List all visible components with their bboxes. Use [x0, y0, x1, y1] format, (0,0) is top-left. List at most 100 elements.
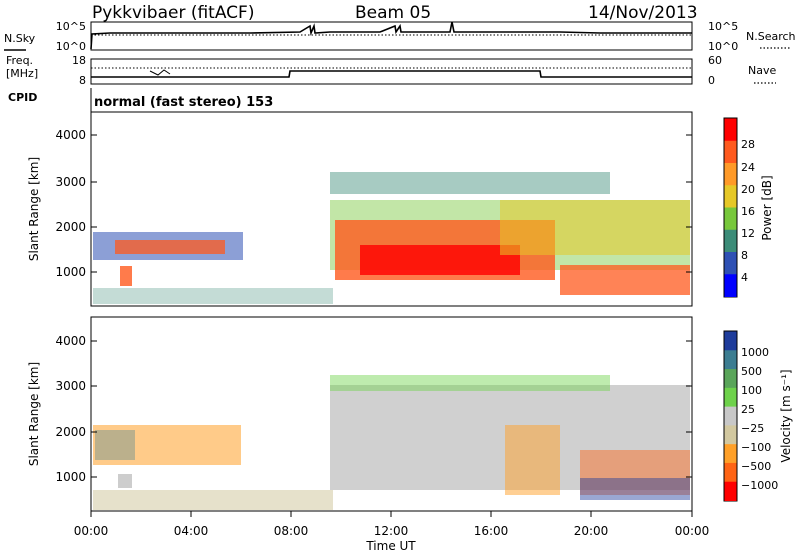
power-y-tick-label: 4000 — [55, 128, 86, 142]
velocity-colorbar-tick: −1000 — [741, 479, 778, 492]
cpid-label: CPID — [8, 91, 37, 104]
noise-tick-right-bottom: 10^0 — [708, 40, 738, 53]
freq-label-line2: [MHz] — [6, 67, 38, 80]
velocity-y-tick-label: 1000 — [55, 470, 86, 484]
noise-sky-label: N.Sky — [4, 32, 36, 45]
velocity-colorbar-tick: −100 — [741, 441, 771, 454]
power-colorbar-tick: 20 — [741, 183, 755, 196]
power-plot-frame — [90, 111, 693, 307]
colorbar-swatch — [724, 185, 737, 208]
velocity-patch — [118, 474, 132, 488]
velocity-colorbar-swatches — [724, 331, 737, 501]
colorbar-swatch — [724, 118, 737, 142]
power-colorbar-label: Power [dB] — [760, 175, 774, 240]
noise-tick-right-top: 10^5 — [708, 20, 738, 33]
noise-panel-frame — [90, 21, 693, 51]
velocity-patch — [93, 490, 333, 510]
colorbar-swatch — [724, 229, 737, 253]
power-colorbar-tick: 16 — [741, 205, 755, 218]
velocity-patch — [330, 375, 610, 391]
velocity-colorbar-tick: 500 — [741, 365, 762, 378]
noise-search-label: N.Search — [746, 30, 796, 43]
power-y-tick-label: 1000 — [55, 265, 86, 279]
colorbar-swatch — [724, 481, 737, 501]
freq-trace — [91, 70, 692, 78]
velocity-colorbar-tick: 25 — [741, 403, 755, 416]
power-y-axis: 4000 3000 2000 1000 Slant Range [km] — [27, 128, 692, 279]
beam-title: Beam 05 — [355, 3, 431, 23]
freq-tick-left-top: 18 — [72, 54, 86, 67]
power-patch — [330, 172, 610, 194]
power-colorbar-tick: 24 — [741, 161, 755, 174]
freq-tick-left-bottom: 8 — [79, 74, 86, 87]
x-tick-label: 00:00 — [74, 524, 109, 538]
power-patch — [120, 266, 132, 286]
x-tick-label: 12:00 — [374, 524, 409, 538]
nave-label: Nave — [748, 64, 776, 77]
power-y-axis-label: Slant Range [km] — [27, 157, 41, 261]
time-axis: 00:00 04:00 08:00 12:00 16:00 20:00 00:0… — [74, 511, 710, 553]
cpid-value: normal (fast stereo) 153 — [94, 95, 273, 110]
noise-panel: N.Sky 10^5 10^0 10^5 10^0 N.Search — [4, 20, 796, 53]
velocity-colorbar-label: Velocity [m s⁻¹] — [779, 369, 793, 462]
colorbar-swatch — [724, 387, 737, 408]
colorbar-swatch — [724, 163, 737, 186]
colorbar-swatch — [724, 207, 737, 231]
power-patch — [93, 288, 333, 304]
power-panel: 4000 3000 2000 1000 Slant Range [km] 28 … — [27, 111, 774, 307]
velocity-colorbar: 1000 500 100 25 −25 −100 −500 −1000 Velo… — [723, 330, 793, 502]
power-patch — [500, 200, 690, 255]
freq-panel-frame — [90, 58, 693, 85]
velocity-y-tick-label: 4000 — [55, 334, 86, 348]
noise-sky-trace — [90, 21, 692, 50]
colorbar-swatch — [724, 274, 737, 297]
freq-glitch — [149, 69, 171, 76]
colorbar-swatch — [724, 331, 737, 351]
colorbar-swatch — [724, 406, 737, 426]
x-tick-label: 20:00 — [574, 524, 609, 538]
velocity-colorbar-tick: −25 — [741, 422, 764, 435]
power-patch — [360, 245, 520, 275]
date-title: 14/Nov/2013 — [588, 3, 698, 23]
x-axis-label: Time UT — [365, 539, 416, 553]
freq-label-line1: Freq. — [6, 54, 33, 67]
power-colorbar-tick: 8 — [741, 249, 748, 262]
colorbar-swatch — [724, 462, 737, 483]
colorbar-swatch — [724, 350, 737, 370]
power-colorbar-tick: 28 — [741, 138, 755, 151]
freq-panel: Freq. [MHz] 18 8 60 0 Nave — [6, 54, 776, 87]
x-tick-label: 04:00 — [174, 524, 209, 538]
noise-tick-left-top: 10^5 — [56, 20, 86, 33]
velocity-y-tick-label: 2000 — [55, 425, 86, 439]
velocity-colorbar-tick: 1000 — [741, 346, 769, 359]
power-y-tick-label: 3000 — [55, 175, 86, 189]
power-colorbar: 28 24 20 16 12 8 4 Power [dB] — [723, 117, 774, 298]
power-colorbar-tick: 12 — [741, 227, 755, 240]
colorbar-swatch — [724, 444, 737, 464]
velocity-scatter — [93, 375, 690, 510]
velocity-colorbar-tick: −500 — [741, 460, 771, 473]
velocity-patch — [580, 450, 690, 495]
velocity-patch — [93, 425, 241, 465]
freq-tick-right-bottom: 0 — [708, 74, 715, 87]
x-tick-label: 08:00 — [274, 524, 309, 538]
velocity-colorbar-tick: 100 — [741, 384, 762, 397]
velocity-y-axis-label: Slant Range [km] — [27, 362, 41, 466]
velocity-patch — [580, 478, 690, 500]
velocity-panel: 4000 3000 2000 1000 Slant Range [km] 100… — [27, 316, 793, 512]
velocity-y-tick-label: 3000 — [55, 379, 86, 393]
x-tick-label: 00:00 — [675, 524, 710, 538]
power-scatter — [93, 172, 690, 304]
colorbar-swatch — [724, 425, 737, 445]
power-y-tick-label: 2000 — [55, 220, 86, 234]
colorbar-swatch — [724, 252, 737, 275]
power-colorbar-swatches — [724, 118, 737, 297]
power-patch — [115, 240, 225, 254]
colorbar-swatch — [724, 140, 737, 164]
station-title: Pykkvibaer (fitACF) — [92, 3, 254, 23]
power-patch — [560, 265, 690, 295]
velocity-patch — [95, 430, 135, 460]
velocity-patch — [505, 425, 560, 495]
freq-tick-right-top: 60 — [708, 54, 722, 67]
velocity-y-axis: 4000 3000 2000 1000 Slant Range [km] — [27, 334, 692, 484]
